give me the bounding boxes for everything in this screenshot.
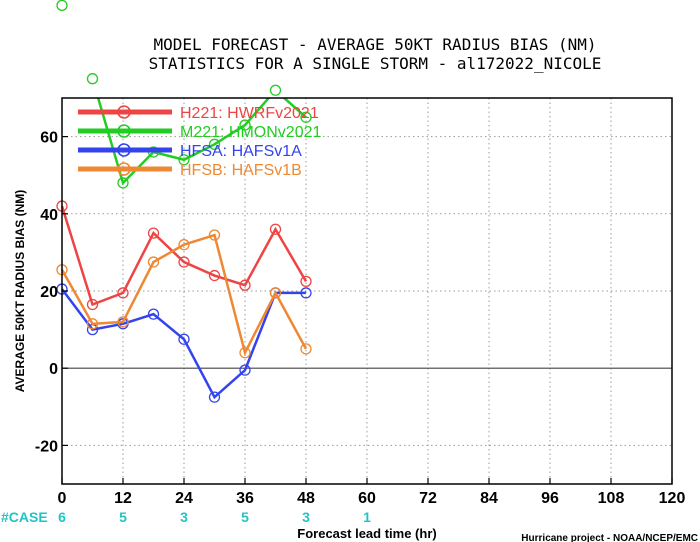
- case-counts: 6 5 3 5 3 1: [58, 509, 371, 525]
- data-point: [208, 229, 221, 241]
- data-point: [147, 256, 160, 268]
- y-axis-label: AVERAGE 50KT RADIUS BIAS (NM): [13, 190, 27, 392]
- y-tick-label: 0: [49, 361, 58, 378]
- chart-subtitle: STATISTICS FOR A SINGLE STORM - al172022…: [149, 54, 602, 73]
- y-tick-label: 20: [40, 284, 58, 301]
- data-point: [269, 84, 282, 96]
- data-point: [178, 333, 190, 345]
- legend-label: HFSB: HAFSv1B: [180, 162, 302, 179]
- series-line: [60, 205, 308, 307]
- data-point: [147, 308, 160, 320]
- series-line: [61, 288, 306, 400]
- data-point: [178, 256, 190, 268]
- data-point: [117, 287, 129, 299]
- series-0: [56, 200, 312, 311]
- series-lines: [56, 0, 312, 403]
- data-point: [239, 119, 251, 131]
- legend-marker: [117, 162, 131, 176]
- legend-marker: [117, 143, 131, 157]
- legend-label: H221: HWRFv2021: [180, 105, 319, 122]
- data-point: [239, 347, 251, 359]
- y-tick-label: 40: [40, 207, 58, 224]
- x-tick-label: 60: [358, 490, 376, 507]
- series-line: [60, 233, 308, 357]
- data-point: [300, 343, 312, 355]
- data-point: [300, 111, 312, 123]
- data-point: [178, 154, 190, 166]
- data-point: [117, 177, 129, 189]
- data-point: [86, 73, 99, 85]
- x-tick-label: 0: [58, 490, 67, 507]
- data-point: [239, 279, 251, 291]
- x-tick-label: 36: [236, 490, 254, 507]
- x-tick-label: 24: [175, 490, 193, 507]
- x-axis-ticks: 0 12 24 36 48 60 72 84 96 108 120: [58, 478, 686, 507]
- case-count-label: #CASE: [1, 509, 48, 525]
- case-count: 1: [363, 509, 371, 525]
- data-point: [178, 239, 190, 251]
- legend-label: HFSA: HAFSv1A: [180, 143, 302, 160]
- case-count: 5: [241, 509, 249, 525]
- legend-marker: [117, 124, 131, 138]
- chart-title: MODEL FORECAST - AVERAGE 50KT RADIUS BIA…: [153, 35, 596, 54]
- case-count: 6: [58, 509, 66, 525]
- data-point: [208, 138, 221, 150]
- case-count: 5: [119, 509, 127, 525]
- data-point: [300, 287, 312, 299]
- data-point: [117, 316, 129, 328]
- legend-label: M221: HMONv2021: [180, 124, 321, 141]
- data-point: [86, 298, 99, 311]
- data-point: [208, 269, 221, 282]
- x-tick-label: 84: [480, 490, 498, 507]
- data-point: [208, 391, 221, 403]
- data-point: [56, 0, 68, 12]
- y-tick-label: -20: [35, 438, 58, 455]
- data-point: [86, 318, 99, 330]
- grid-lines: [62, 98, 672, 484]
- x-tick-label: 12: [114, 490, 132, 507]
- legend: H221: HWRFv2021 M221: HMONv2021 HFSA: HAFS…: [78, 105, 321, 179]
- x-tick-label: 108: [598, 490, 625, 507]
- data-point: [147, 227, 160, 239]
- y-axis-ticks: -20 0 20 40 60: [35, 130, 68, 455]
- data-point: [269, 223, 282, 235]
- y-tick-label: 60: [40, 130, 58, 147]
- case-count: 3: [302, 509, 310, 525]
- legend-marker: [117, 105, 131, 119]
- data-point: [239, 364, 251, 376]
- data-point: [300, 275, 312, 288]
- x-tick-label: 48: [297, 490, 315, 507]
- x-tick-label: 72: [419, 490, 437, 507]
- x-tick-label: 96: [541, 490, 559, 507]
- x-axis-label: Forecast lead time (hr): [297, 526, 436, 541]
- data-point: [269, 287, 282, 299]
- credit-text: Hurricane project - NOAA/NCEP/EMC: [521, 533, 698, 542]
- case-count: 3: [180, 509, 188, 525]
- x-tick-label: 120: [659, 490, 686, 507]
